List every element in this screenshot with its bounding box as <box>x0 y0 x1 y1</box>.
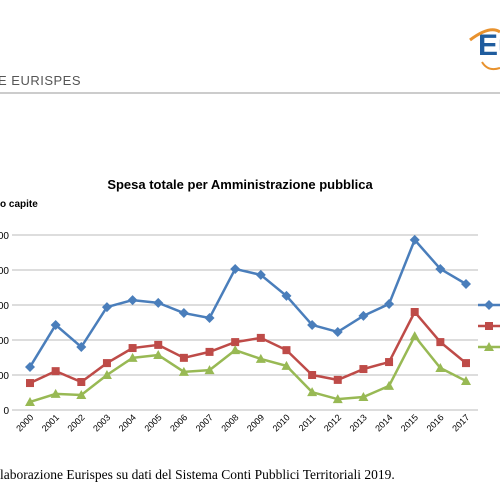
x-tick-label: 2012 <box>322 412 343 433</box>
series-line <box>28 237 467 368</box>
legend-marker <box>484 300 494 310</box>
y-tick-label: 0 <box>3 406 9 417</box>
marker <box>205 347 214 356</box>
y-axis-label: o capite <box>0 199 38 210</box>
y-tick-label: 500 <box>0 231 9 242</box>
header-title: E EURISPES <box>0 73 81 88</box>
marker <box>50 388 61 398</box>
x-tick-label: 2017 <box>450 412 471 433</box>
legend-marker <box>484 342 494 351</box>
marker <box>359 365 368 374</box>
marker <box>461 279 471 289</box>
marker <box>409 331 420 341</box>
marker <box>358 392 369 402</box>
marker <box>102 359 111 368</box>
x-tick-label: 2002 <box>65 412 86 433</box>
marker <box>332 326 343 337</box>
x-tick-label: 2004 <box>117 412 138 433</box>
y-tick-label: 400 <box>0 266 9 277</box>
marker <box>308 371 317 379</box>
x-tick-label: 2016 <box>425 412 446 433</box>
marker <box>153 350 164 360</box>
marker <box>178 366 189 376</box>
marker <box>128 344 137 353</box>
x-tick-label: 2008 <box>219 412 240 433</box>
y-tick-label: 100 <box>0 371 9 382</box>
marker <box>281 290 292 301</box>
marker <box>461 375 471 385</box>
marker <box>230 263 241 274</box>
marker <box>204 312 215 323</box>
marker <box>153 297 164 308</box>
x-tick-label: 2005 <box>142 412 163 433</box>
marker <box>384 298 395 309</box>
series-line <box>29 333 467 404</box>
marker <box>26 379 34 388</box>
marker <box>307 387 318 397</box>
x-tick-label: 2000 <box>14 412 35 433</box>
marker <box>101 302 112 313</box>
marker <box>179 353 188 362</box>
marker <box>435 263 446 274</box>
marker <box>230 345 241 355</box>
y-tick-label: 200 <box>0 336 9 347</box>
y-tick-label: 300 <box>0 301 9 312</box>
marker <box>154 340 163 349</box>
x-tick-label: 2007 <box>194 412 215 433</box>
series-line <box>29 309 467 385</box>
marker <box>358 310 369 321</box>
marker <box>462 359 470 368</box>
marker <box>25 396 35 406</box>
marker <box>231 338 240 347</box>
x-tick-label: 2003 <box>91 412 112 433</box>
marker <box>25 361 35 372</box>
marker <box>307 319 318 330</box>
legend-marker <box>485 322 493 330</box>
marker <box>332 394 343 404</box>
marker <box>384 380 395 390</box>
x-tick-label: 2015 <box>399 412 420 433</box>
x-tick-label: 2001 <box>40 412 61 433</box>
caption: laborazione Eurispes su dati del Sistema… <box>0 467 395 482</box>
marker <box>101 370 112 379</box>
x-tick-label: 2010 <box>271 412 292 433</box>
marker <box>255 353 266 363</box>
x-tick-label: 2011 <box>297 412 318 433</box>
marker <box>178 308 189 319</box>
marker <box>76 389 87 399</box>
marker <box>51 367 60 376</box>
marker <box>281 360 292 370</box>
marker <box>204 365 215 375</box>
marker <box>409 234 420 245</box>
marker <box>127 295 138 306</box>
logo: Eu <box>478 29 500 62</box>
marker <box>50 319 61 330</box>
marker <box>435 363 446 372</box>
marker <box>77 378 86 386</box>
marker <box>255 269 266 280</box>
chart-title: Spesa totale per Amministrazione pubblic… <box>107 177 373 192</box>
marker <box>436 338 445 347</box>
marker <box>282 346 291 355</box>
logo-swoosh <box>481 61 500 71</box>
marker <box>76 342 87 352</box>
marker <box>127 352 138 362</box>
marker <box>256 333 265 342</box>
x-tick-label: 2013 <box>348 412 369 433</box>
marker <box>333 375 342 384</box>
marker <box>385 358 394 367</box>
marker <box>410 308 419 316</box>
x-tick-label: 2009 <box>245 412 266 433</box>
logo-swoosh <box>469 28 500 42</box>
x-tick-label: 2006 <box>168 412 189 433</box>
x-tick-label: 2014 <box>373 412 394 433</box>
